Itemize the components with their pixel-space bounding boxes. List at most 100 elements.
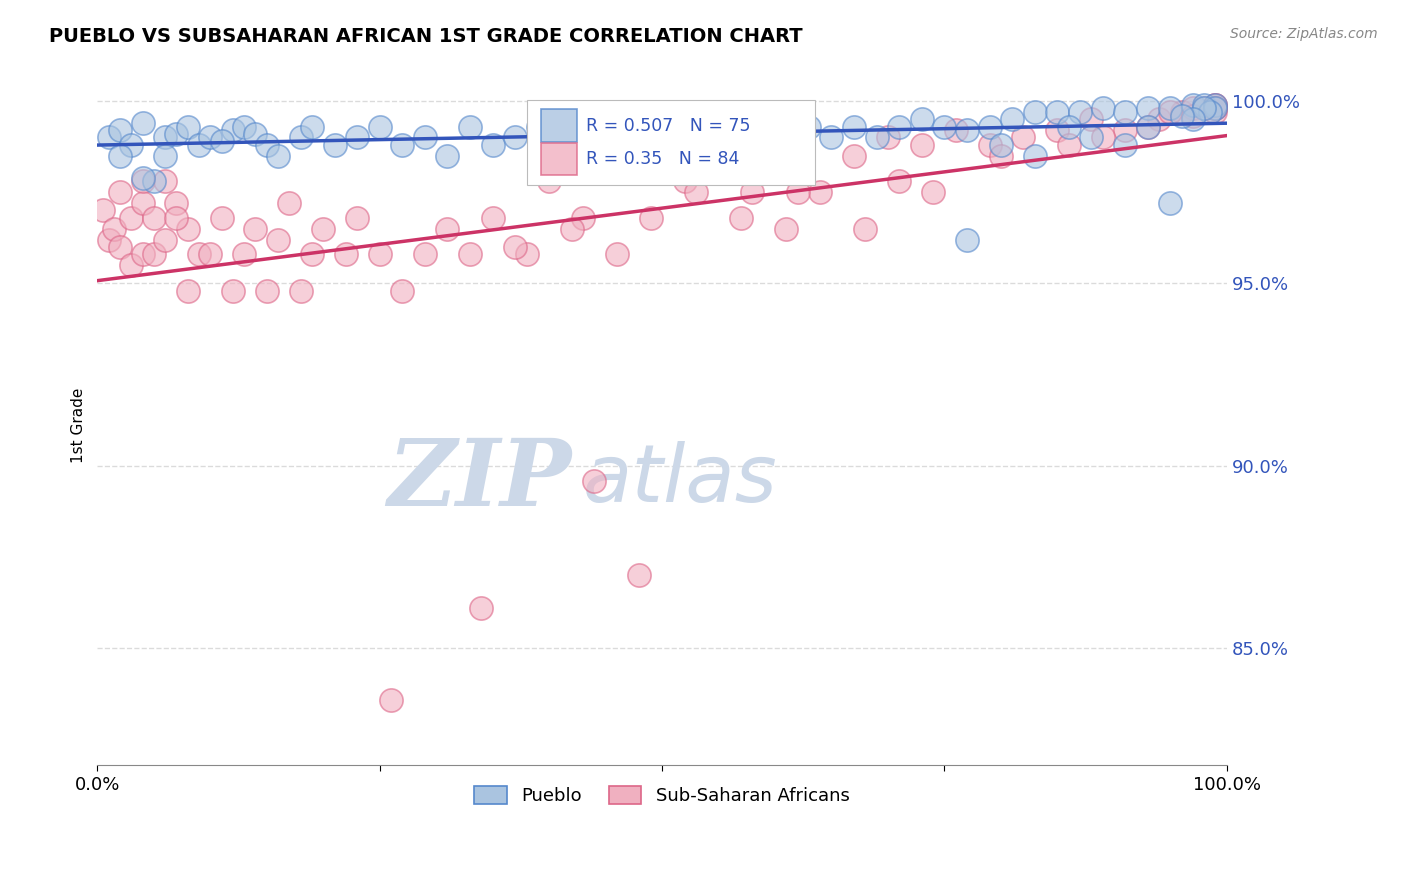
Point — [335, 247, 357, 261]
Point — [1057, 137, 1080, 152]
Point — [685, 104, 707, 119]
Point — [481, 137, 503, 152]
Point — [131, 170, 153, 185]
Point — [730, 120, 752, 134]
Point — [188, 137, 211, 152]
Point — [640, 211, 662, 225]
Point — [481, 211, 503, 225]
Point — [1181, 97, 1204, 112]
Point — [458, 120, 481, 134]
Point — [233, 120, 256, 134]
Point — [842, 149, 865, 163]
Point — [120, 137, 142, 152]
Point — [583, 474, 606, 488]
Point — [346, 211, 368, 225]
Point — [538, 174, 561, 188]
Point — [153, 149, 176, 163]
Point — [1181, 101, 1204, 115]
Point — [1192, 101, 1215, 115]
Point — [391, 284, 413, 298]
Text: atlas: atlas — [583, 441, 778, 519]
Point — [1057, 120, 1080, 134]
Point — [91, 203, 114, 218]
Point — [561, 221, 583, 235]
Point — [1046, 104, 1069, 119]
Point — [222, 123, 245, 137]
Point — [1181, 112, 1204, 127]
Point — [1136, 120, 1159, 134]
Point — [131, 247, 153, 261]
Point — [368, 247, 391, 261]
Point — [662, 120, 685, 134]
Point — [595, 120, 617, 134]
Point — [572, 130, 595, 145]
FancyBboxPatch shape — [526, 100, 814, 185]
Text: Source: ZipAtlas.com: Source: ZipAtlas.com — [1230, 27, 1378, 41]
Point — [741, 185, 763, 199]
Point — [200, 130, 222, 145]
Point — [934, 120, 956, 134]
Point — [131, 174, 153, 188]
Point — [256, 284, 278, 298]
Point — [979, 137, 1001, 152]
Point — [346, 130, 368, 145]
Point — [256, 137, 278, 152]
Point — [413, 247, 436, 261]
Point — [1136, 120, 1159, 134]
Point — [1204, 97, 1226, 112]
Point — [108, 123, 131, 137]
Point — [707, 137, 730, 152]
Point — [108, 240, 131, 254]
Point — [165, 127, 187, 141]
Point — [436, 221, 458, 235]
Point — [211, 134, 233, 148]
Point — [1080, 112, 1102, 127]
Point — [1091, 130, 1114, 145]
Point — [165, 211, 187, 225]
Point — [1204, 97, 1226, 112]
Point — [245, 221, 267, 235]
Point — [120, 211, 142, 225]
Point — [153, 130, 176, 145]
Point — [278, 196, 301, 211]
Point — [617, 137, 640, 152]
Point — [775, 137, 797, 152]
Point — [1204, 101, 1226, 115]
Point — [572, 211, 595, 225]
FancyBboxPatch shape — [541, 110, 578, 142]
Point — [1192, 101, 1215, 115]
Point — [97, 233, 120, 247]
Point — [1204, 104, 1226, 119]
Point — [797, 120, 820, 134]
Point — [1159, 196, 1181, 211]
Point — [889, 174, 911, 188]
Point — [685, 185, 707, 199]
Point — [131, 116, 153, 130]
Legend: Pueblo, Sub-Saharan Africans: Pueblo, Sub-Saharan Africans — [465, 776, 859, 814]
Point — [956, 233, 979, 247]
Point — [1046, 123, 1069, 137]
Point — [503, 130, 526, 145]
Point — [188, 247, 211, 261]
Point — [1136, 101, 1159, 115]
Point — [550, 137, 572, 152]
Point — [165, 196, 187, 211]
Text: R = 0.507   N = 75: R = 0.507 N = 75 — [586, 117, 751, 135]
Point — [911, 137, 934, 152]
Point — [1001, 112, 1024, 127]
Point — [990, 137, 1012, 152]
Point — [1159, 101, 1181, 115]
Point — [290, 130, 312, 145]
Point — [1204, 97, 1226, 112]
Point — [820, 130, 842, 145]
Point — [470, 601, 492, 615]
Point — [233, 247, 256, 261]
Point — [1170, 104, 1192, 119]
Point — [142, 174, 165, 188]
Point — [956, 123, 979, 137]
Point — [1170, 109, 1192, 123]
Point — [503, 240, 526, 254]
Point — [1114, 123, 1136, 137]
Point — [606, 247, 628, 261]
Point — [889, 120, 911, 134]
